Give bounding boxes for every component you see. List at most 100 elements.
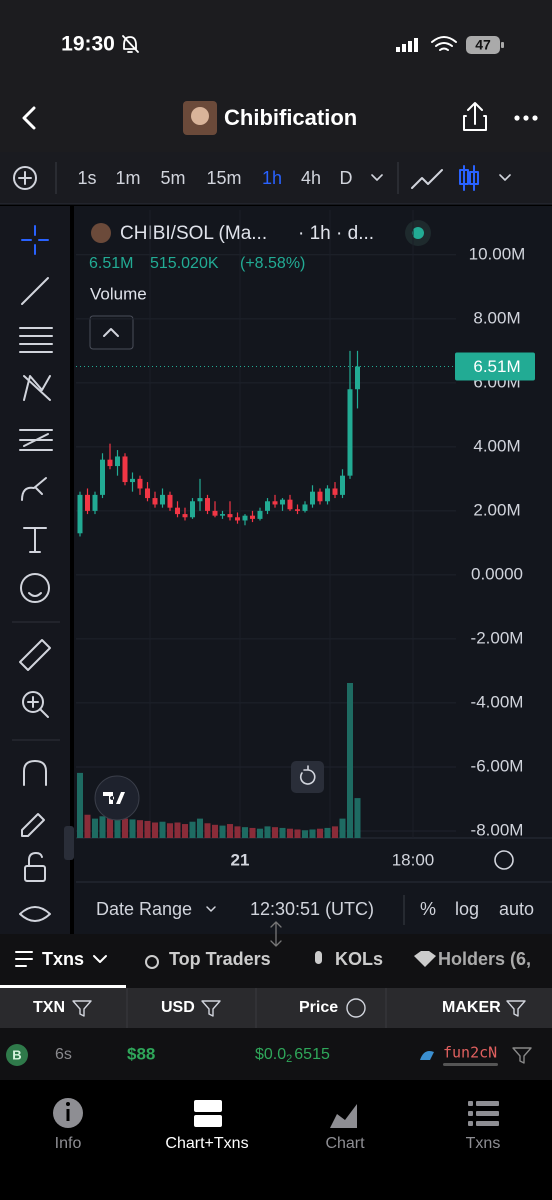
resize-handle[interactable] bbox=[270, 921, 282, 947]
timeframe-option[interactable]: 4h bbox=[301, 168, 321, 188]
candle-icon-body bbox=[469, 171, 479, 185]
volume-bar bbox=[167, 823, 173, 838]
txns-icon[interactable] bbox=[468, 1101, 499, 1126]
volume-label: Volume bbox=[90, 284, 147, 303]
add-indicator[interactable] bbox=[13, 166, 37, 190]
zoom-tool[interactable] bbox=[22, 691, 44, 713]
timeframe-option[interactable]: D bbox=[340, 168, 353, 188]
silent-icon bbox=[122, 35, 139, 53]
visibility-tool[interactable] bbox=[19, 906, 51, 922]
emoji-smile bbox=[28, 592, 42, 597]
pattern-tool[interactable] bbox=[23, 375, 51, 401]
timeframe-option[interactable]: 5m bbox=[160, 168, 185, 188]
legend-price: 6.51M bbox=[89, 255, 133, 272]
chart-interval: · 1h · d... bbox=[298, 223, 374, 244]
auto-toggle[interactable]: auto bbox=[499, 899, 534, 919]
fib-tool[interactable] bbox=[19, 327, 53, 353]
nav-label[interactable]: Chart bbox=[325, 1135, 365, 1152]
collapse-legend[interactable] bbox=[89, 315, 134, 350]
battery-level: 47 bbox=[475, 37, 491, 53]
nav-label[interactable]: Chart+Txns bbox=[165, 1135, 248, 1152]
y-tick-label: 10.00M bbox=[469, 244, 526, 263]
column-header: TXN bbox=[33, 999, 65, 1016]
share-button[interactable] bbox=[463, 102, 487, 131]
y-tick-label: 8.00M bbox=[473, 308, 520, 327]
more-button[interactable] bbox=[514, 115, 538, 121]
tab[interactable]: Txns bbox=[42, 949, 84, 969]
candle-body bbox=[302, 504, 308, 511]
kols-icon bbox=[315, 951, 322, 964]
candle-body bbox=[160, 494, 165, 505]
magnet-tool[interactable] bbox=[23, 760, 47, 786]
timeframe-option[interactable]: 1m bbox=[115, 168, 140, 188]
timeframe-option[interactable]: 15m bbox=[206, 168, 241, 188]
table-header-bg bbox=[0, 988, 552, 1028]
brush-tool[interactable] bbox=[21, 477, 47, 501]
tab-dropdown[interactable] bbox=[93, 955, 107, 963]
candle-body bbox=[332, 488, 338, 495]
chart-type-dropdown[interactable] bbox=[499, 174, 511, 181]
tab[interactable]: Holders (6, bbox=[438, 949, 531, 969]
filter-icon[interactable] bbox=[506, 1000, 526, 1017]
candle-body bbox=[355, 366, 360, 390]
filter-icon[interactable] bbox=[201, 1000, 221, 1017]
nav-label[interactable]: Txns bbox=[466, 1135, 501, 1152]
volume-bar bbox=[227, 824, 233, 838]
candle-body bbox=[317, 491, 323, 502]
candle-body bbox=[77, 494, 83, 534]
projection-tool[interactable] bbox=[19, 429, 53, 451]
candle-body bbox=[265, 501, 270, 511]
filter-icon[interactable] bbox=[72, 1000, 92, 1017]
unlock-tool[interactable] bbox=[24, 865, 46, 882]
column-header: USD bbox=[161, 999, 195, 1016]
volume-bar bbox=[152, 822, 158, 838]
volume-bar bbox=[302, 830, 308, 838]
crosshair-tool[interactable] bbox=[21, 225, 49, 255]
volume-bar bbox=[92, 818, 98, 838]
currency-toggle[interactable] bbox=[346, 998, 366, 1018]
candle-body bbox=[137, 478, 143, 489]
ruler-tool[interactable] bbox=[19, 639, 51, 671]
chart-txns-icon bbox=[194, 1115, 222, 1127]
tab[interactable]: KOLs bbox=[335, 949, 383, 969]
maker[interactable]: fun2cN bbox=[443, 1044, 497, 1062]
tab[interactable]: Top Traders bbox=[169, 949, 271, 969]
chart-symbol: CHIBI/SOL (Ma... bbox=[120, 223, 267, 244]
volume-bar bbox=[332, 826, 338, 838]
trend-line-tool[interactable] bbox=[21, 277, 49, 305]
timeframe-option[interactable]: 1h bbox=[262, 168, 282, 188]
last-price-badge bbox=[455, 352, 535, 381]
nav-label[interactable]: Info bbox=[55, 1135, 82, 1152]
chart-txns-icon[interactable] bbox=[194, 1100, 222, 1112]
chart-icon[interactable] bbox=[330, 1104, 357, 1128]
emoji-tool[interactable] bbox=[20, 573, 50, 603]
txn-age: 6s bbox=[55, 1046, 72, 1063]
toolbar-collapse[interactable] bbox=[64, 826, 74, 860]
candle-body bbox=[347, 389, 353, 476]
volume-bar bbox=[272, 827, 278, 838]
text-tool[interactable] bbox=[23, 527, 47, 553]
log-toggle[interactable]: log bbox=[455, 899, 479, 919]
replay-button[interactable] bbox=[291, 761, 324, 793]
volume-bar bbox=[189, 821, 196, 838]
percent-toggle[interactable]: % bbox=[420, 899, 436, 919]
timeframe-dropdown[interactable] bbox=[371, 174, 383, 181]
candle-body bbox=[190, 501, 195, 518]
settings-button[interactable] bbox=[494, 850, 514, 870]
line-chart-toggle[interactable] bbox=[411, 169, 443, 189]
active-tab-underline bbox=[0, 985, 126, 988]
column-header: Price bbox=[299, 999, 338, 1016]
add-indicator-plus bbox=[18, 171, 32, 185]
lock-drawing-tool[interactable] bbox=[21, 813, 45, 837]
volume-bar bbox=[77, 772, 83, 838]
row-filter[interactable] bbox=[512, 1047, 532, 1064]
status-indicator bbox=[412, 227, 424, 239]
timeframe-option[interactable]: 1s bbox=[77, 168, 96, 188]
back-button[interactable] bbox=[22, 106, 36, 130]
volume-bar bbox=[354, 798, 361, 838]
volume-bar bbox=[107, 813, 113, 838]
last-price-label: 6.51M bbox=[473, 357, 520, 376]
candle-body bbox=[325, 488, 330, 502]
date-range[interactable]: Date Range bbox=[96, 899, 192, 919]
x-tick-label: 21 bbox=[231, 850, 250, 869]
